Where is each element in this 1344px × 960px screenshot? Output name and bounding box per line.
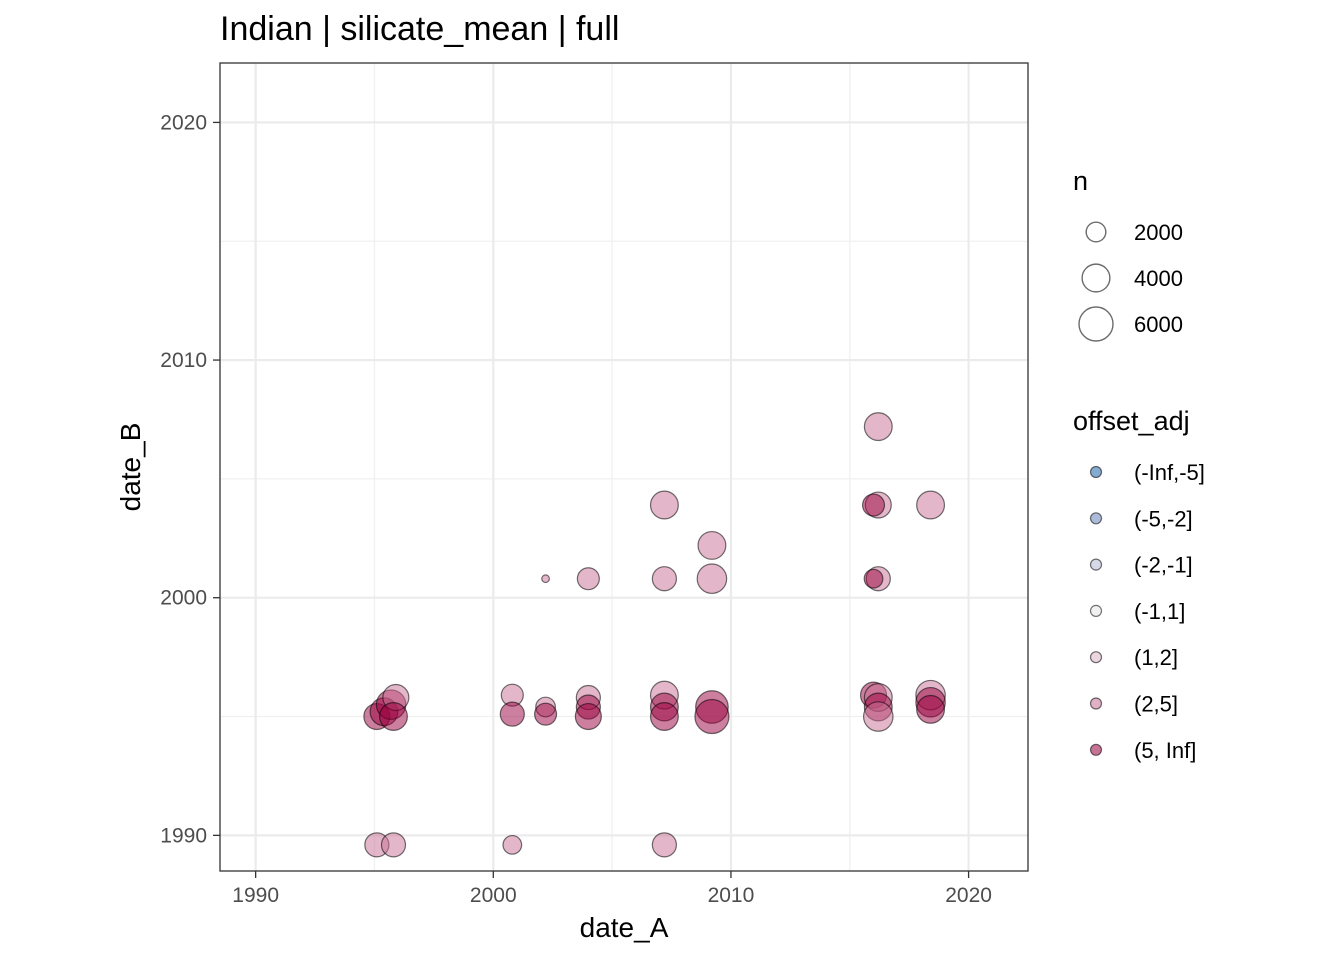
size-legend-label-1: 4000 (1134, 266, 1183, 291)
color-legend-label-6: (5, Inf] (1134, 738, 1196, 763)
size-legend: n 2000 4000 6000 (1073, 166, 1183, 342)
color-legend-items: (-Inf,-5] (-5,-2] (-2,-1] (-1,1] (1,2] (2,5] (… (1089, 460, 1205, 763)
size-legend-items: 2000 4000 6000 (1078, 220, 1183, 342)
color-legend-label-1: (-5,-2] (1134, 506, 1193, 531)
plot-area (219, 62, 1029, 872)
data-point-30 (862, 701, 894, 732)
color-legend-key-0 (1089, 465, 1103, 479)
data-point-11 (534, 702, 558, 726)
data-point-35 (863, 412, 893, 442)
color-legend-title: offset_adj (1073, 406, 1190, 436)
data-point-6 (380, 832, 407, 858)
data-point-9 (502, 834, 523, 855)
y-tick-label-2: 2010 (160, 349, 207, 372)
color-legend-label-4: (1,2] (1134, 645, 1178, 670)
data-point-19 (649, 702, 679, 732)
color-legend-key-5 (1089, 697, 1103, 710)
y-tick-label-0: 1990 (160, 824, 207, 847)
data-point-26 (697, 530, 727, 560)
color-legend-label-2: (-2,-1] (1134, 553, 1193, 578)
size-legend-label-0: 2000 (1134, 220, 1183, 245)
color-legend-label-5: (2,5] (1134, 692, 1178, 717)
color-legend-key-2 (1089, 558, 1103, 571)
data-point-12 (541, 574, 550, 584)
x-tick-label-0: 1990 (232, 884, 279, 907)
color-legend-key-1 (1089, 512, 1103, 525)
color-legend-key-4 (1089, 651, 1103, 664)
y-tick-label-3: 2020 (160, 111, 207, 134)
data-point-15 (574, 702, 602, 731)
data-point-21 (651, 566, 678, 592)
x-tick-label-3: 2020 (945, 884, 992, 907)
data-point-34 (861, 493, 886, 517)
data-point-16 (576, 567, 600, 591)
x-axis-title: date_A (580, 912, 669, 943)
grid-major (220, 63, 1028, 871)
data-point-8 (499, 701, 525, 727)
size-legend-key-2 (1078, 306, 1114, 342)
color-legend: offset_adj (-Inf,-5] (-5,-2] (-2,-1] (-1,1]… (1073, 406, 1205, 763)
size-legend-key-1 (1081, 263, 1111, 293)
y-axis: 1990 2000 2010 2020 (160, 111, 220, 847)
data-point-4 (379, 702, 408, 732)
color-legend-label-0: (-Inf,-5] (1134, 460, 1205, 485)
data-points (363, 412, 946, 858)
data-point-38 (916, 694, 946, 724)
size-legend-label-2: 6000 (1134, 312, 1183, 337)
grid-minor (220, 63, 1028, 871)
color-legend-key-6 (1089, 743, 1103, 756)
data-point-20 (651, 832, 678, 858)
y-axis-title: date_B (115, 423, 146, 512)
color-legend-key-3 (1089, 604, 1103, 618)
chart-title: Indian | silicate_mean | full (220, 10, 619, 48)
size-legend-title: n (1073, 166, 1088, 196)
data-point-39 (916, 490, 946, 520)
data-point-25 (696, 563, 728, 595)
x-tick-label-2: 2010 (708, 884, 755, 907)
panel-background (220, 63, 1028, 871)
data-point-32 (863, 568, 884, 589)
size-legend-key-0 (1085, 221, 1107, 243)
color-legend-label-3: (-1,1] (1134, 599, 1185, 624)
data-point-24 (694, 698, 730, 735)
x-tick-label-1: 2000 (470, 884, 517, 907)
data-point-22 (649, 490, 679, 520)
y-tick-label-1: 2000 (160, 587, 207, 610)
panel-border (219, 62, 1029, 872)
x-axis: 1990 2000 2010 2020 (232, 871, 992, 907)
